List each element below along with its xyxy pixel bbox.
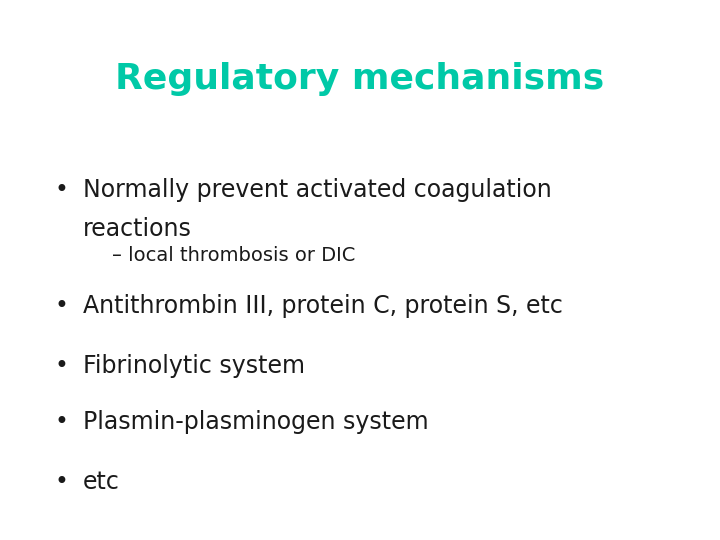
Text: •: •: [54, 410, 68, 434]
Text: Plasmin-plasminogen system: Plasmin-plasminogen system: [83, 410, 428, 434]
Text: etc: etc: [83, 470, 120, 494]
Text: •: •: [54, 354, 68, 377]
Text: reactions: reactions: [83, 217, 192, 241]
Text: – local thrombosis or DIC: – local thrombosis or DIC: [112, 246, 355, 265]
Text: •: •: [54, 294, 68, 318]
Text: •: •: [54, 178, 68, 202]
Text: Antithrombin III, protein C, protein S, etc: Antithrombin III, protein C, protein S, …: [83, 294, 562, 318]
Text: •: •: [54, 470, 68, 494]
Text: Regulatory mechanisms: Regulatory mechanisms: [115, 62, 605, 96]
Text: Fibrinolytic system: Fibrinolytic system: [83, 354, 305, 377]
Text: Normally prevent activated coagulation: Normally prevent activated coagulation: [83, 178, 552, 202]
